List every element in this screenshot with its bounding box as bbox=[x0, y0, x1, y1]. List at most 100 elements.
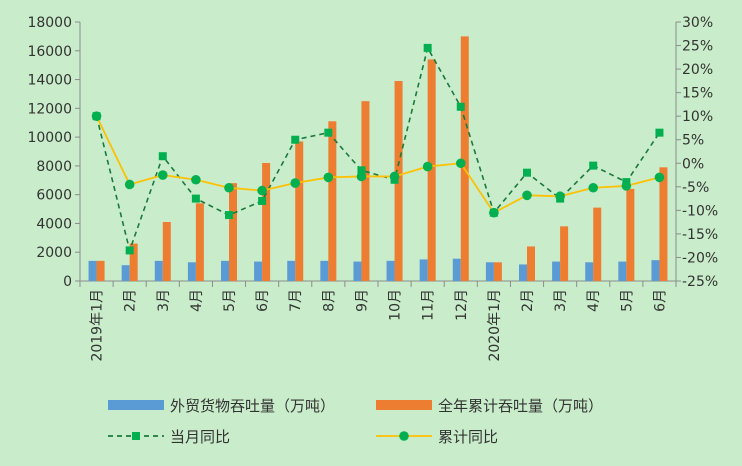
x-tick-label: 2月 bbox=[520, 289, 536, 312]
legend-label: 外贸货物吞吐量（万吨） bbox=[170, 397, 335, 415]
bar-series-1 bbox=[452, 258, 461, 281]
x-tick-label: 4月 bbox=[189, 289, 205, 312]
bar-series-1 bbox=[221, 260, 229, 281]
y-right-tick-label: 30% bbox=[682, 15, 713, 31]
y-left-tick-label: 18000 bbox=[27, 15, 72, 31]
legend-marker bbox=[399, 431, 409, 441]
x-tick-label: 9月 bbox=[354, 289, 370, 312]
x-tick-label: 6月 bbox=[652, 289, 668, 312]
bar-series-2 bbox=[626, 188, 635, 281]
y-left-tick-label: 6000 bbox=[36, 188, 72, 204]
bar-series-1 bbox=[485, 262, 494, 281]
x-tick-label: 5月 bbox=[222, 289, 238, 312]
bar-series-2 bbox=[96, 260, 105, 281]
bar-series-2 bbox=[560, 226, 569, 281]
legend-swatch bbox=[108, 400, 164, 410]
bar-series-2 bbox=[361, 101, 370, 281]
legend-item-4: 累计同比 bbox=[376, 428, 498, 446]
legend-item-3: 当月同比 bbox=[108, 428, 230, 446]
line-marker-2 bbox=[522, 190, 532, 201]
y-right-tick-label: 5% bbox=[682, 133, 704, 149]
bar-series-2 bbox=[460, 36, 469, 282]
legend-label: 当月同比 bbox=[170, 428, 230, 446]
legend-marker bbox=[132, 432, 140, 440]
y-left-tick-label: 2000 bbox=[36, 245, 72, 261]
legend-swatch bbox=[376, 400, 432, 410]
bar-series-2 bbox=[129, 243, 138, 281]
line-marker-1 bbox=[423, 43, 432, 52]
line-marker-1 bbox=[258, 196, 267, 205]
bar-series-2 bbox=[427, 59, 436, 282]
x-tick-label: 3月 bbox=[156, 289, 172, 312]
bar-series-1 bbox=[552, 261, 561, 281]
y-right-tick-label: -10% bbox=[682, 203, 718, 219]
x-tick-label: 8月 bbox=[321, 289, 337, 312]
bars bbox=[88, 36, 668, 282]
bar-series-2 bbox=[659, 167, 668, 281]
line-marker-2 bbox=[290, 178, 301, 188]
legend: 外贸货物吞吐量（万吨） 全年累计吞吐量（万吨） 当月同比 累计同比 bbox=[108, 397, 603, 446]
y-left-tick-label: 12000 bbox=[27, 101, 72, 117]
x-tick-label: 5月 bbox=[619, 289, 635, 312]
line-marker-2 bbox=[157, 170, 168, 180]
bar-series-1 bbox=[353, 261, 362, 281]
line-marker-2 bbox=[389, 171, 400, 182]
y-left-tick-label: 16000 bbox=[27, 44, 72, 60]
line-marker-2 bbox=[621, 181, 632, 191]
y-right-tick-label: -20% bbox=[682, 250, 718, 266]
x-tick-label: 2月 bbox=[123, 289, 139, 312]
bar-series-1 bbox=[320, 260, 329, 281]
y-right-tick-label: 0% bbox=[682, 156, 704, 172]
bar-series-1 bbox=[386, 260, 395, 281]
line-marker-2 bbox=[124, 179, 135, 190]
line-marker-1 bbox=[523, 168, 531, 177]
bar-series-1 bbox=[254, 261, 263, 281]
line-marker-2 bbox=[356, 171, 367, 182]
lines bbox=[91, 43, 665, 255]
line-marker-1 bbox=[655, 128, 664, 137]
bar-series-1 bbox=[88, 260, 97, 281]
y-left-tick-label: 8000 bbox=[36, 159, 72, 175]
legend-item-1: 外贸货物吞吐量（万吨） bbox=[108, 397, 335, 415]
line-marker-1 bbox=[125, 246, 134, 255]
bar-series-2 bbox=[527, 246, 535, 281]
y-left-tick-label: 0 bbox=[63, 274, 72, 290]
x-tick-label: 6月 bbox=[255, 289, 271, 312]
line-series-2 bbox=[95, 115, 660, 214]
x-tick-label: 11月 bbox=[421, 289, 437, 321]
y-right-tick-label: -15% bbox=[682, 227, 718, 243]
x-tick-label: 12月 bbox=[454, 289, 470, 321]
bar-series-1 bbox=[419, 259, 428, 281]
line-marker-2 bbox=[323, 172, 334, 183]
bar-series-1 bbox=[651, 260, 660, 281]
bar-series-2 bbox=[195, 203, 204, 281]
line-marker-1 bbox=[191, 194, 200, 203]
x-tick-label: 2019年1月 bbox=[90, 289, 106, 362]
line-marker-2 bbox=[555, 191, 565, 202]
bar-series-2 bbox=[593, 207, 602, 281]
line-marker-2 bbox=[91, 111, 102, 121]
bar-series-1 bbox=[187, 262, 196, 281]
bar-series-1 bbox=[618, 261, 627, 281]
line-marker-1 bbox=[324, 128, 333, 137]
line-marker-2 bbox=[455, 158, 466, 169]
line-marker-2 bbox=[191, 174, 201, 185]
y-left-tick-label: 14000 bbox=[27, 73, 72, 89]
line-marker-1 bbox=[225, 211, 233, 220]
x-tick-label: 7月 bbox=[288, 289, 304, 312]
line-marker-2 bbox=[422, 161, 433, 172]
line-marker-2 bbox=[224, 182, 234, 193]
line-marker-2 bbox=[257, 185, 267, 196]
y-left-tick-label: 4000 bbox=[36, 216, 72, 232]
line-marker-2 bbox=[654, 172, 665, 183]
bar-series-2 bbox=[162, 222, 171, 281]
bar-series-2 bbox=[328, 121, 337, 282]
line-marker-1 bbox=[291, 135, 300, 144]
line-series-1 bbox=[95, 45, 661, 254]
line-marker-1 bbox=[158, 152, 167, 161]
x-tick-label: 2020年1月 bbox=[487, 289, 503, 362]
bar-series-1 bbox=[585, 262, 594, 281]
y-right-tick-label: 10% bbox=[682, 109, 713, 125]
